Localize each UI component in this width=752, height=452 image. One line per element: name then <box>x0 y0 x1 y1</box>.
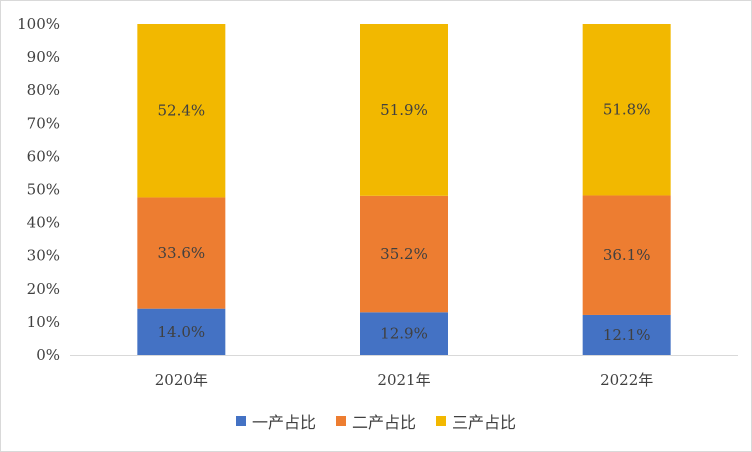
legend-swatch <box>335 416 346 426</box>
data-label: 14.0% <box>158 323 206 341</box>
legend-item: 三产占比 <box>436 409 516 433</box>
data-label: 51.9% <box>380 101 428 119</box>
legend: 一产占比 二产占比 三产占比 <box>0 409 752 433</box>
bar-segment <box>137 308 226 355</box>
bar-segment <box>360 195 448 313</box>
legend-swatch <box>436 416 446 426</box>
x-axis: 2020年 2021年 2022年 <box>70 355 738 389</box>
legend-label: 三产占比 <box>452 413 517 432</box>
data-label: 35.2% <box>380 245 428 263</box>
data-label: 52.4% <box>158 102 206 120</box>
legend-item: 一产占比 <box>235 409 316 433</box>
data-label: 33.6% <box>158 244 206 262</box>
y-tick-label: 30% <box>27 247 60 265</box>
data-label: 12.9% <box>380 325 428 343</box>
y-tick-label: 60% <box>27 147 60 165</box>
bar-segment <box>137 24 226 198</box>
y-tick-label: 100% <box>17 15 60 33</box>
y-tick-label: 40% <box>27 214 60 232</box>
y-axis: 0% 10% 20% 30% 40% 50% 60% 70% 80% 90% 100% <box>17 15 60 364</box>
x-tick-label: 2021年 <box>377 371 430 389</box>
legend-label: 二产占比 <box>351 413 416 432</box>
legend-label: 一产占比 <box>251 413 316 432</box>
y-tick-label: 90% <box>27 48 60 66</box>
bar-segment <box>582 195 671 315</box>
x-tick-label: 2022年 <box>600 371 653 389</box>
data-label: 51.8% <box>603 101 651 119</box>
bar-segment <box>582 314 671 355</box>
legend-item: 二产占比 <box>335 409 416 433</box>
data-label: 36.1% <box>603 246 651 264</box>
bar-segment <box>360 24 448 196</box>
y-tick-label: 70% <box>27 114 60 132</box>
bar-segment <box>582 24 671 196</box>
y-tick-label: 20% <box>27 280 60 298</box>
bar-segment <box>137 197 226 309</box>
legend-swatch <box>235 416 246 426</box>
bars: 14.0% 33.6% 52.4% 12.9% 35.2% 51.9% 12.1% 36.1%… <box>137 24 671 355</box>
y-tick-label: 0% <box>36 346 60 364</box>
y-tick-label: 50% <box>27 181 60 199</box>
data-label: 12.1% <box>603 326 651 344</box>
x-tick-label: 2020年 <box>155 371 208 389</box>
y-tick-label: 80% <box>27 81 60 99</box>
y-tick-label: 10% <box>27 313 60 331</box>
bar-segment <box>360 312 448 355</box>
